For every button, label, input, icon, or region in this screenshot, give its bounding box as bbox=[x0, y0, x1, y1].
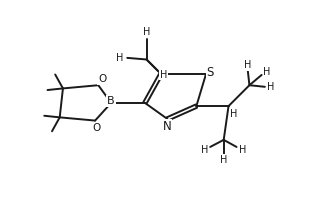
Text: H: H bbox=[143, 27, 150, 37]
Text: S: S bbox=[206, 66, 214, 79]
Text: O: O bbox=[98, 74, 106, 84]
Text: N: N bbox=[162, 120, 171, 133]
Text: H: H bbox=[267, 82, 274, 92]
Text: H: H bbox=[263, 67, 271, 77]
Text: O: O bbox=[92, 123, 101, 133]
Text: H: H bbox=[239, 144, 246, 154]
Text: H: H bbox=[244, 60, 251, 70]
Text: B: B bbox=[107, 96, 115, 106]
Text: H: H bbox=[230, 110, 237, 120]
Text: H: H bbox=[160, 70, 167, 80]
Text: H: H bbox=[201, 144, 208, 154]
Text: H: H bbox=[220, 155, 227, 165]
Text: H: H bbox=[117, 53, 124, 63]
